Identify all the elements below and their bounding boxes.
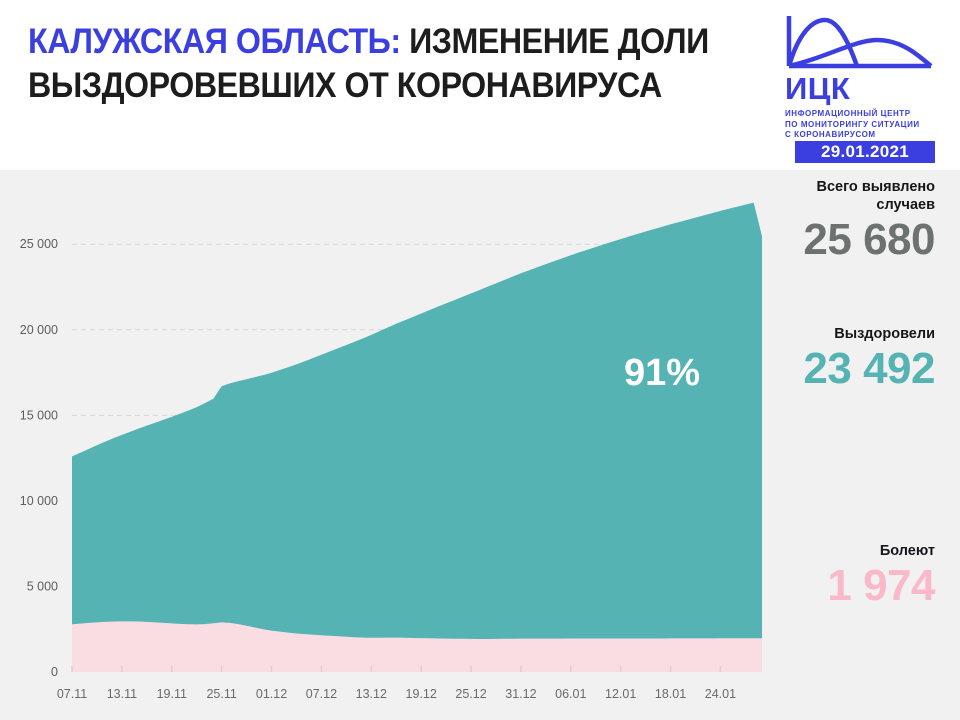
- page-title: КАЛУЖСКАЯ ОБЛАСТЬ: ИЗМЕНЕНИЕ ДОЛИ ВЫЗДОР…: [28, 20, 728, 108]
- logo: ИЦК ИНФОРМАЦИОННЫЙ ЦЕНТР ПО МОНИТОРИНГУ …: [785, 14, 945, 141]
- x-axis-ticks: [71, 666, 722, 672]
- stat-total-cases-label-line-2: случаев: [876, 197, 935, 213]
- y-axis-tick-label: 25 000: [20, 237, 58, 251]
- stat-active-label: Болеют: [879, 543, 935, 559]
- y-axis-tick-label: 5 000: [27, 579, 58, 593]
- stat-total-cases-label: Всего выявлено случаев: [765, 178, 935, 214]
- y-axis-tick-labels: 0 5 000 10 000 15 000 20 000 25 000: [20, 237, 58, 679]
- x-axis-tick-label: 13.12: [356, 687, 387, 701]
- stat-total-cases: Всего выявлено случаев 25 680: [765, 178, 935, 264]
- percent-annotation: 91%: [624, 352, 700, 394]
- date-badge: 29.01.2021: [795, 141, 935, 163]
- x-axis-tick-label: 12.01: [605, 687, 636, 701]
- stat-active: Болеют 1 974: [765, 542, 935, 610]
- x-axis-tick-label: 24.01: [705, 687, 736, 701]
- stat-total-cases-value: 25 680: [803, 215, 935, 264]
- x-axis-tick-label: 07.12: [306, 687, 337, 701]
- x-axis-tick-label: 13.11: [107, 687, 137, 701]
- stat-recovered-value: 23 492: [803, 344, 935, 393]
- x-axis-tick-label: 18.01: [655, 687, 686, 701]
- x-axis-tick-label: 07.11: [57, 687, 87, 701]
- stat-recovered: Выздоровели 23 492: [765, 325, 935, 393]
- x-axis-tick-labels: 07.11 13.11 19.11 25.11 01.12 07.12 13.12 19.12…: [57, 687, 736, 701]
- page-title-line-2: ВЫЗДОРОВЕВШИХ ОТ КОРОНАВИРУСА: [28, 66, 662, 105]
- logo-subtitle-line-3: С КОРОНАВИРУСОМ: [785, 130, 876, 139]
- page-title-line-1: КАЛУЖСКАЯ ОБЛАСТЬ: ИЗМЕНЕНИЕ ДОЛИ: [28, 20, 709, 64]
- x-axis-tick-label: 19.11: [157, 687, 187, 701]
- x-axis-tick-label: 06.01: [555, 687, 586, 701]
- y-axis-tick-label: 10 000: [20, 494, 58, 508]
- stacked-area-chart: 0 5 000 10 000 15 000 20 000 25 000 07.11 13.1…: [20, 202, 762, 701]
- y-axis-tick-label: 20 000: [20, 323, 58, 337]
- x-axis-tick-label: 25.11: [206, 687, 236, 701]
- x-axis-tick-label: 01.12: [256, 687, 287, 701]
- itsk-curves-logo-icon: [786, 16, 933, 69]
- stat-recovered-label: Выздоровели: [834, 326, 935, 342]
- stat-total-cases-label-line-1: Всего выявлено: [816, 179, 935, 195]
- logo-subtitle-line-1: ИНФОРМАЦИОННЫЙ ЦЕНТР: [785, 109, 911, 118]
- header: КАЛУЖСКАЯ ОБЛАСТЬ: ИЗМЕНЕНИЕ ДОЛИ ВЫЗДОР…: [0, 0, 960, 170]
- stat-active-value: 1 974: [827, 561, 935, 610]
- y-axis-tick-label: 15 000: [20, 408, 58, 422]
- y-axis-tick-label: 0: [51, 665, 58, 679]
- area-series-recovered: [72, 202, 762, 672]
- logo-wordmark: ИЦК: [785, 71, 851, 106]
- area-series-active: [72, 621, 762, 672]
- logo-subtitle: ИНФОРМАЦИОННЫЙ ЦЕНТР ПО МОНИТОРИНГУ СИТУ…: [785, 109, 945, 141]
- page-title-region: КАЛУЖСКАЯ ОБЛАСТЬ:: [28, 22, 401, 61]
- x-axis-tick-label: 31.12: [505, 687, 536, 701]
- x-axis-tick-label: 19.12: [406, 687, 437, 701]
- chart-area: 0 5 000 10 000 15 000 20 000 25 000 07.11 13.1…: [0, 170, 770, 720]
- logo-subtitle-line-2: ПО МОНИТОРИНГУ СИТУАЦИИ: [785, 119, 920, 129]
- x-axis-tick-label: 25.12: [455, 687, 486, 701]
- page-title-rest: ИЗМЕНЕНИЕ ДОЛИ: [400, 22, 709, 61]
- stats-panel: Всего выявлено случаев 25 680 Выздоровел…: [770, 170, 960, 720]
